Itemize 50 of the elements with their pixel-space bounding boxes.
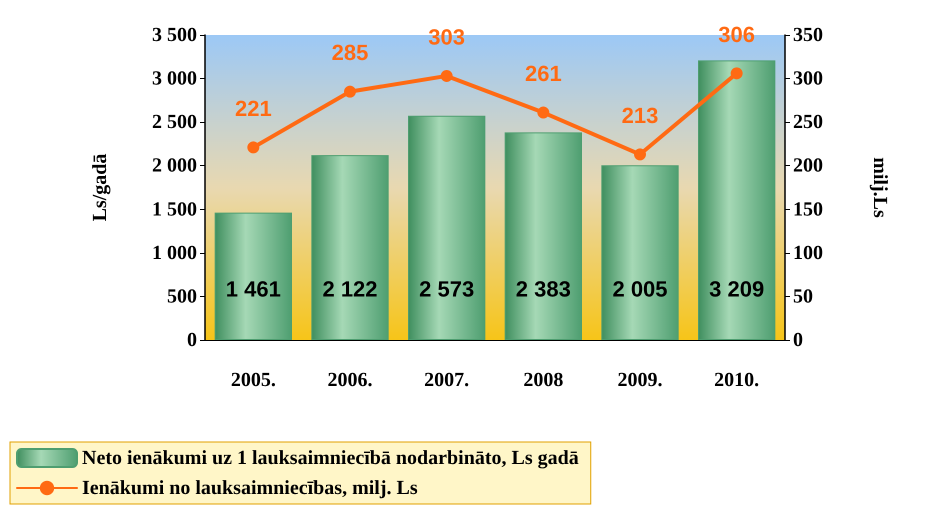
data-label: 221 [234,96,272,121]
data-label: 2 573 [419,276,474,302]
x-tick-label: 2008 [523,369,564,391]
data-label: 306 [718,22,756,47]
bar [698,60,776,340]
y2-axis-title: milj.Ls [869,157,891,218]
x-tick-label: 2010. [714,369,760,391]
y2-tick-label: 100 [793,242,823,264]
point [730,67,743,80]
data-label: 1 461 [226,276,281,302]
bar [214,212,292,340]
point [634,148,646,160]
y-tick-label: 2 000 [152,154,197,177]
point [537,106,550,119]
y2-tick-label: 50 [793,285,813,308]
y-tick-label: 500 [167,285,197,308]
data-label: 2 383 [516,276,571,302]
y-axis-title: Ls/gadā [89,154,111,222]
x-tick-label: 2006. [328,369,372,391]
bar [311,155,389,340]
point [440,70,453,82]
point [344,86,356,98]
bar [601,165,679,340]
y2-tick-label: 200 [793,154,823,177]
y-tick-label: 3 500 [152,24,197,46]
y-tick-label: 2 500 [152,111,197,134]
y2-tick-label: 250 [793,111,823,134]
data-label: 285 [332,40,368,66]
x-tick-label: 2009. [618,369,662,391]
data-label: 2 005 [612,276,668,302]
data-label: 261 [524,61,562,86]
data-label: 3 209 [709,276,764,302]
legend-label: Ienākumi no lauksaimniecības, milj. Ls [82,477,418,499]
point [247,141,260,154]
x-tick-label: 2005. [230,369,276,391]
y2-tick-label: 150 [793,198,823,220]
data-label: 303 [428,24,466,50]
y2-tick-label: 300 [793,68,823,90]
y-tick-label: 3 000 [152,68,197,90]
y2-tick-label: 0 [793,329,803,351]
y2-tick-label: 350 [793,24,823,46]
y-tick-label: 1 000 [152,242,197,264]
bar [504,132,582,340]
data-label: 2 122 [322,276,378,302]
data-label: 213 [622,102,658,128]
y-tick-label: 1 500 [152,198,197,220]
x-tick-label: 2007. [424,369,470,391]
legend-label: Neto ienākumi uz 1 lauksaimniecībā nodarbināto, Ls gadā [82,447,579,469]
y-tick-label: 0 [187,329,197,351]
bar [408,116,486,340]
